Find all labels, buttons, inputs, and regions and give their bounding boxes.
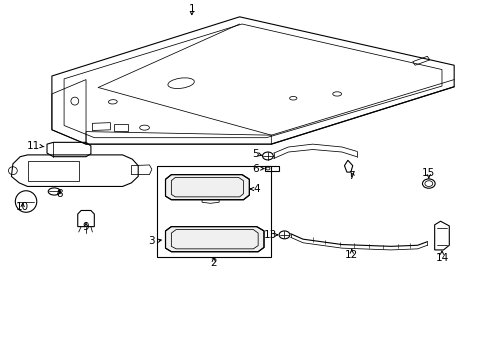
Text: 12: 12 [345,250,358,260]
Text: 4: 4 [253,184,260,194]
Text: 14: 14 [434,253,447,263]
Text: 11: 11 [27,141,40,151]
Bar [157,166,271,257]
Text: 10: 10 [16,202,29,212]
Text: 1: 1 [188,4,195,14]
Text: 2: 2 [210,258,217,268]
Text: 6: 6 [252,163,259,174]
Text: 9: 9 [82,222,89,232]
Text: 8: 8 [56,189,62,199]
Text: 3: 3 [148,236,155,246]
Text: 7: 7 [348,171,354,181]
Text: 5: 5 [252,149,259,159]
Text: 15: 15 [421,168,434,178]
Text: 13: 13 [263,230,276,240]
Polygon shape [165,226,264,252]
Polygon shape [165,175,249,200]
